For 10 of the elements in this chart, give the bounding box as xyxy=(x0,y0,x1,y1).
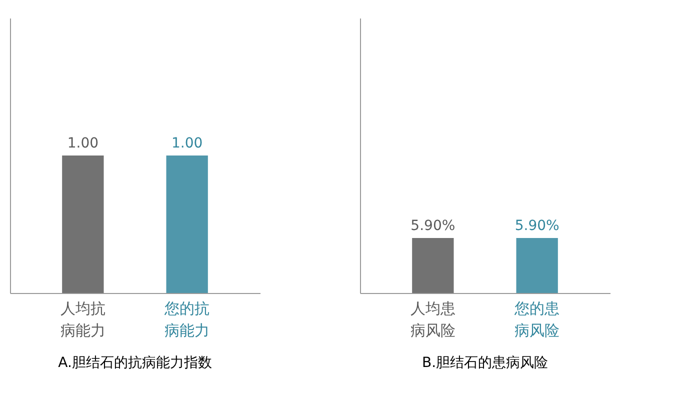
x-tick-label: 您的患病风险 xyxy=(514,300,560,340)
x-tick-label: 人均患病风险 xyxy=(410,300,456,340)
text: A.胆结石的抗病能力指数 xyxy=(58,355,212,371)
x-tick-label: 您的抗病能力 xyxy=(164,300,210,340)
data-label: 1.00 xyxy=(67,136,99,152)
data-label: 5.90% xyxy=(410,218,456,234)
data-label: 5.90% xyxy=(514,218,560,234)
text: B.胆结石的患病风险 xyxy=(422,355,548,371)
data-label: 1.00 xyxy=(171,136,203,152)
x-tick-label: 人均抗病能力 xyxy=(60,300,106,340)
